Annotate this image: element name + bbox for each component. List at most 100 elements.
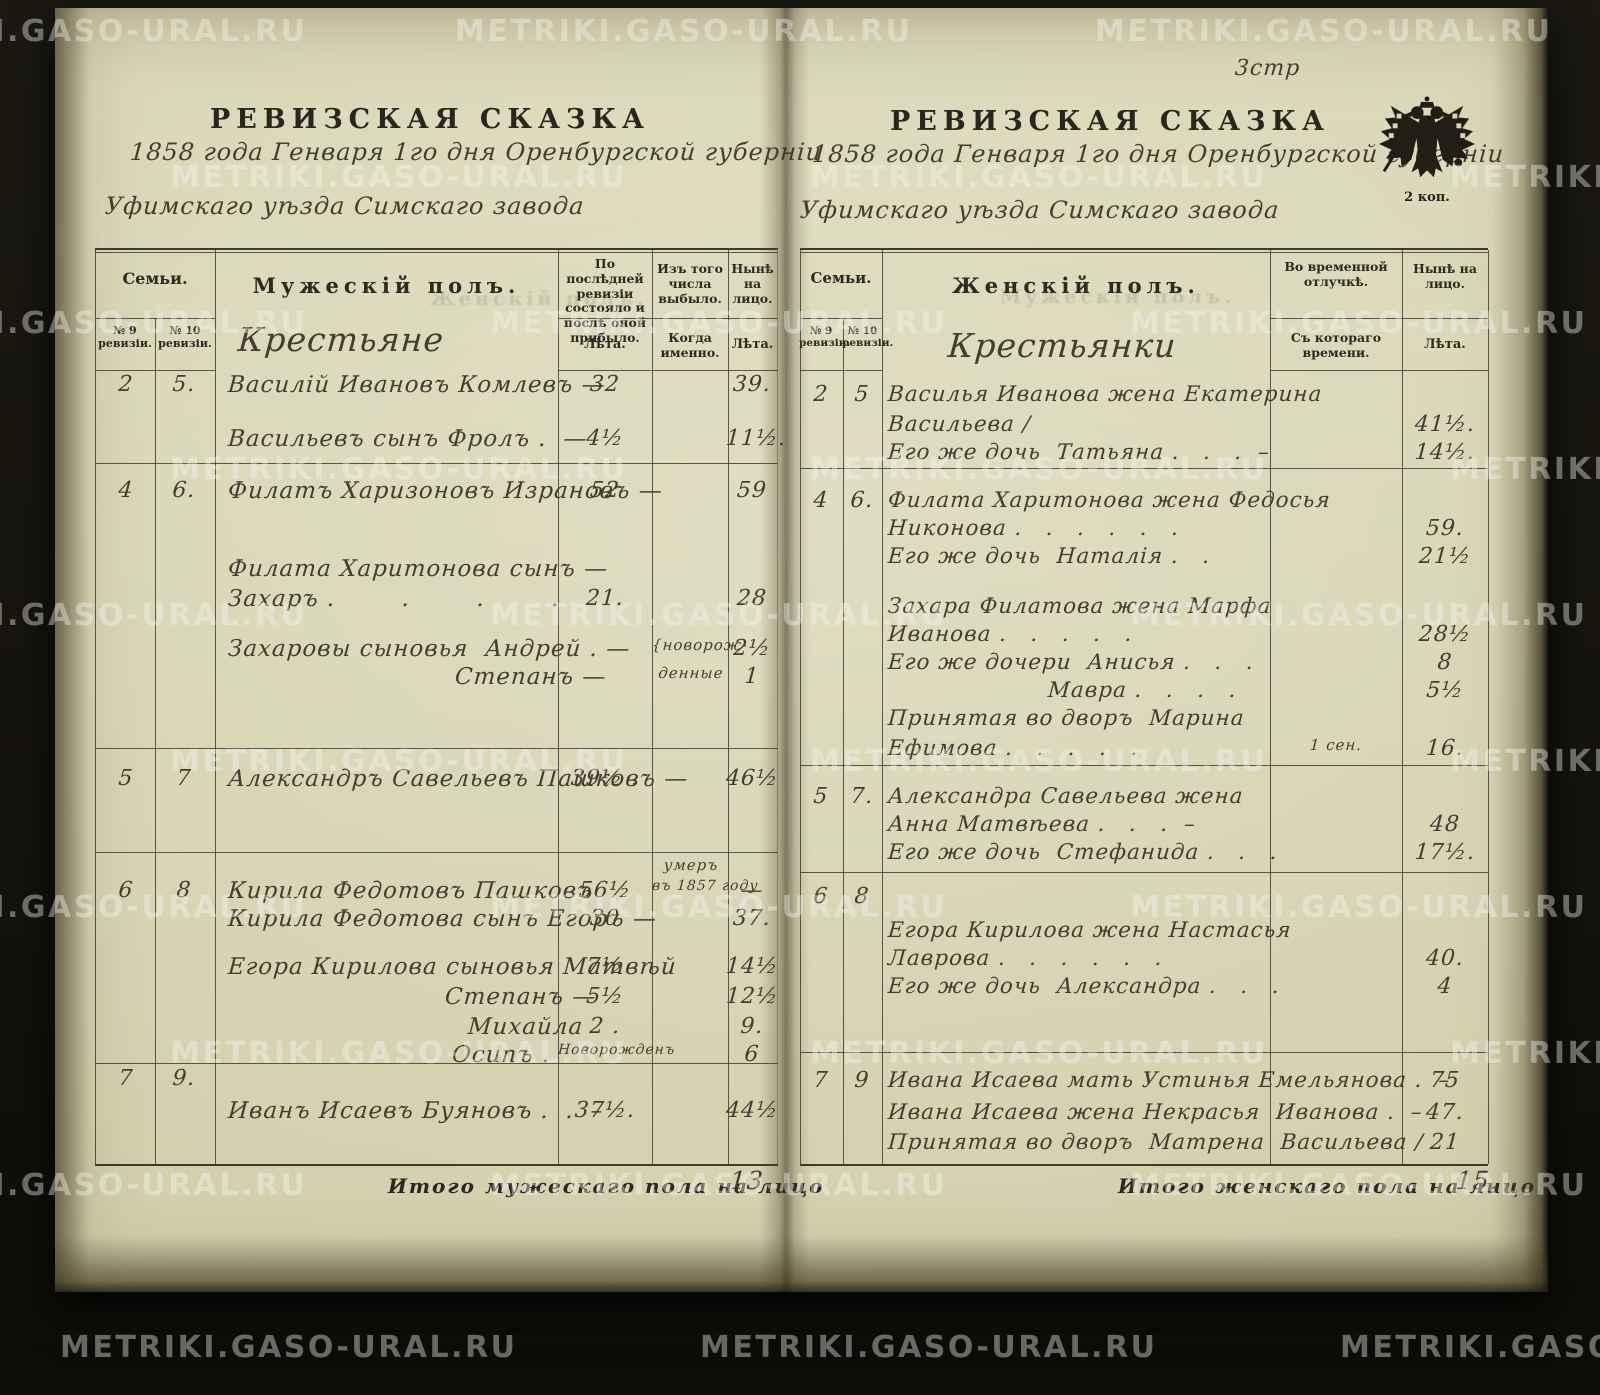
watermark-text: METRIKI.GASO-URAL.RU [490,1168,948,1203]
grid-line [800,1052,1488,1053]
watermark-text: METRIKI.GASO-URAL.RU [1340,1330,1600,1365]
col-years: Лѣта. [584,337,626,352]
grid-line [558,250,559,1164]
watermark-text: METRIKI.GASO-URAL.RU [810,1036,1268,1071]
age-now: 4 [1436,974,1454,999]
age-now: 5½ [1425,678,1465,703]
person-name: Васильева / [887,412,1032,437]
person-name: Ивана Исаева мать Устинья Емельянова . – [887,1068,1451,1093]
left-place-line: Уфимскаго уѣзда Симскаго завода [104,192,586,220]
person-name: Филата Харитонова жена Федосья [887,488,1332,513]
grid-line [800,765,1488,766]
col-when: Когда именно. [660,330,720,360]
col-rev9: № 9 ревизіи. [98,324,152,350]
right-page-title: РЕВИЗСКАЯ СКАЗКА [890,106,1330,137]
col-since: Съ котораго времени. [1290,330,1382,360]
age-now: 17½. [1413,840,1477,865]
watermark-text: METRIKI.GASO-URAL.RU [1450,452,1600,487]
grid-line [95,463,778,464]
col-departed: Изъ того числа выбыло. [657,261,723,306]
book-fold-shadow [760,8,810,1292]
page-edge-left [55,8,89,1292]
col-male-sex: Мужескій полъ. [252,273,521,298]
left-total-label: Итого мужескаго пола на лицо [388,1174,825,1198]
grid-line [95,248,778,250]
watermark-text: METRIKI.GASO-URAL.RU [810,452,1268,487]
grid-line [1402,250,1403,1164]
age-now: 21 [1429,1130,1461,1155]
page-edge-bottom [55,1236,1548,1292]
left-page-title: РЕВИЗСКАЯ СКАЗКА [210,104,650,135]
grid-line [1488,250,1489,1164]
grid-line [882,250,883,1164]
col-rev10: № 10 ревизіи. [842,325,894,350]
person-name: Лаврова . . . . . . [887,946,1164,971]
rev10-no: 6. [849,488,875,513]
grid-line [800,318,882,319]
watermark-text: METRIKI.GASO-URAL.RU [700,1330,1158,1365]
page-number: 3стр [1234,56,1302,81]
age-now: 41½. [1413,412,1477,437]
person-name: Принятая во дворъ Матрена Васильева / [887,1130,1425,1155]
grid-line [1270,250,1271,1164]
grid-line [95,852,778,853]
col-prev-revision: По послѣдней ревизіи состояло и послѣ он… [563,256,647,345]
person-name: Его же дочь Александра . . . [887,974,1281,999]
watermark-text: METRIKI.GASO-URAL.RU [0,14,308,49]
watermark-text: METRIKI.GASO-URAL.RU [0,598,308,633]
person-name: Александра Савельева жена [887,784,1245,809]
age-now: 40. [1425,946,1465,971]
grid-line [728,250,729,1164]
grid-line [95,1164,778,1166]
grid-line [843,318,844,1164]
watermark-text: METRIKI.GASO-URAL.RU [1450,160,1600,195]
watermark-text: METRIKI.GASO-URAL.RU [810,160,1268,195]
watermark-text: METRIKI.GASO-URAL.RU [455,14,913,49]
age-now: 47. [1425,1100,1465,1125]
col-present: Нынѣ на лицо. [1413,261,1477,291]
rev10-no: 9 [853,1068,871,1093]
age-now: 59. [1425,516,1465,541]
watermark-text: METRIKI.GASO-URAL.RU [1130,598,1588,633]
grid-line [800,872,1488,873]
grid-line [800,370,882,371]
watermark-text: METRIKI.GASO-URAL.RU [170,1036,628,1071]
watermark-text: METRIKI.GASO-URAL.RU [810,744,1268,779]
grid-line [95,250,96,1164]
grid-line [95,1063,778,1064]
bleed-through-text: Женскій полъ. [430,288,648,310]
absence-since: 1 сен. [1309,736,1363,754]
stamp-caption: 2 коп. [1404,190,1450,205]
watermark-text: METRIKI.GASO-URAL.RU [170,452,628,487]
watermark-text: METRIKI.GASO-URAL.RU [0,890,308,925]
col-family: Семьи. [810,269,872,287]
grid-line [95,252,778,253]
grid-line [800,252,1488,253]
col-absence: Во временной отлучкѣ. [1284,259,1388,289]
grid-line [558,370,778,371]
person-name: Мавра . . . . [1047,678,1238,703]
imperial-eagle-stamp [1378,94,1476,192]
col-rev10: № 10 ревизіи. [158,324,212,350]
watermark-text: METRIKI.GASO-URAL.RU [1095,14,1553,49]
watermark-text: METRIKI.GASO-URAL.RU [490,890,948,925]
col-rev9: № 9 ревизіи. [799,325,851,350]
watermark-text: METRIKI.GASO-URAL.RU [1450,1036,1600,1071]
age-now: 75 [1429,1068,1461,1093]
age-now: 8 [1436,650,1454,675]
grid-line [800,248,1488,250]
watermark-text: METRIKI.GASO-URAL.RU [1130,1168,1588,1203]
col-family: Семьи. [122,269,188,288]
person-name: Никонова . . . . . . [887,516,1181,541]
grid-line [155,318,156,1164]
grid-line [215,250,216,1164]
person-name: Его же дочери Анисья . . . [887,650,1255,675]
person-name: Принятая во дворъ Марина [887,706,1246,731]
page-edge-right [1492,8,1548,1292]
col-years: Лѣта. [1424,337,1466,352]
grid-line [800,468,1488,469]
person-name: Его же дочь Наталія . . [887,544,1212,569]
grid-line [652,250,653,1164]
grid-line [95,748,778,749]
watermark-text: METRIKI.GASO-URAL.RU [0,306,308,341]
